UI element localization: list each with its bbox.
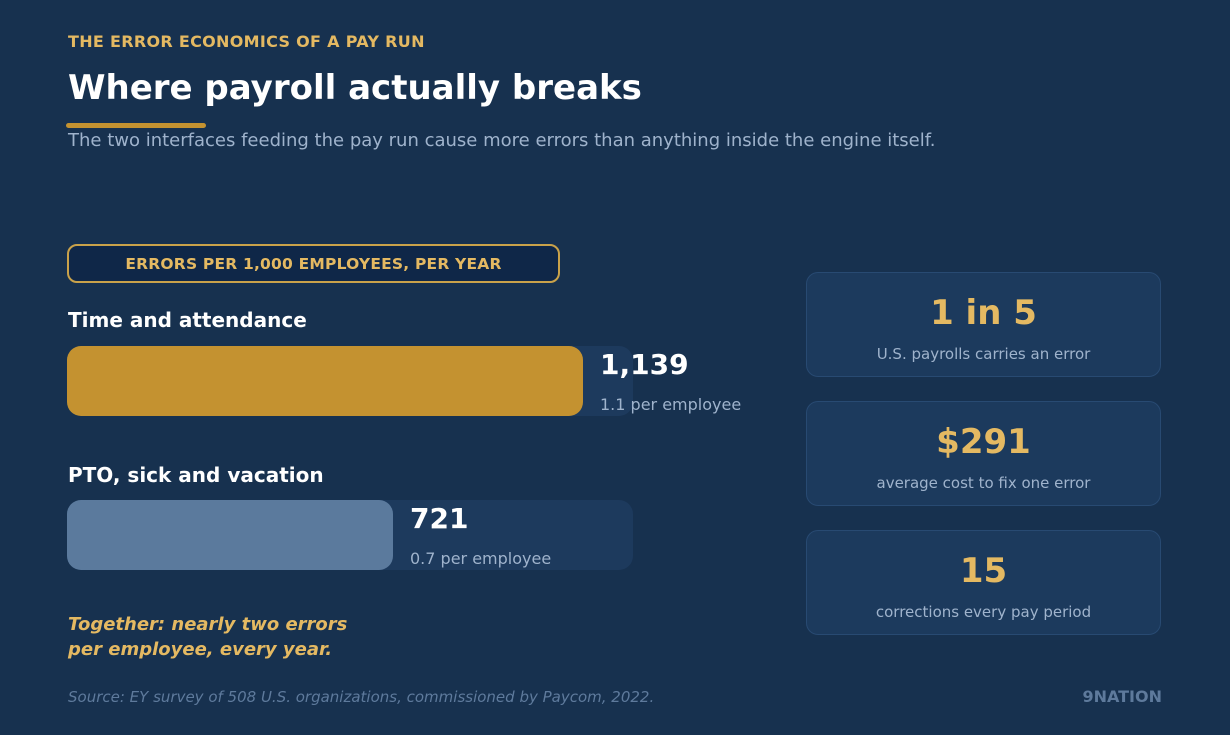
eyebrow: THE ERROR ECONOMICS OF A PAY RUN xyxy=(68,32,425,51)
bar-note-pto: 0.7 per employee xyxy=(410,549,552,568)
stat-card-payrolls: 1 in 5 U.S. payrolls carries an error xyxy=(806,272,1161,377)
bar-note-time-attendance: 1.1 per employee xyxy=(600,395,742,414)
stat-label: U.S. payrolls carries an error xyxy=(876,345,1091,363)
bar-value-pto: 721 xyxy=(410,502,469,535)
takeaway-line-2: per employee, every year. xyxy=(68,639,333,660)
stat-card-corrections: 15 corrections every pay period xyxy=(806,530,1161,635)
bar-value-time-attendance: 1,139 xyxy=(600,348,689,381)
stat-value: 1 in 5 xyxy=(930,293,1037,333)
page-subtitle: The two interfaces feeding the pay run c… xyxy=(68,130,936,151)
stat-value: $291 xyxy=(936,422,1031,462)
stat-label: corrections every pay period xyxy=(875,603,1092,621)
bar-track-time-attendance xyxy=(67,346,633,416)
takeaway-line-1: Together: nearly two errors xyxy=(68,614,348,635)
bar-time-attendance xyxy=(67,346,583,416)
brand-logo: 9NATION xyxy=(1082,687,1162,706)
bar-pto xyxy=(67,500,393,570)
bar-track-pto xyxy=(67,500,633,570)
source-note: Source: EY survey of 508 U.S. organizati… xyxy=(68,688,655,706)
stat-value: 15 xyxy=(959,551,1008,591)
title-underline xyxy=(66,123,206,128)
takeaway-text: Together: nearly two errors per employee… xyxy=(68,612,428,662)
bar-label-time-attendance: Time and attendance xyxy=(68,308,307,332)
bar-label-pto: PTO, sick and vacation xyxy=(68,463,324,487)
page-title: Where payroll actually breaks xyxy=(68,68,642,108)
chart-title-pill: ERRORS PER 1,000 EMPLOYEES, PER YEAR xyxy=(67,244,560,283)
stat-label: average cost to fix one error xyxy=(876,474,1091,492)
stat-card-cost: $291 average cost to fix one error xyxy=(806,401,1161,506)
